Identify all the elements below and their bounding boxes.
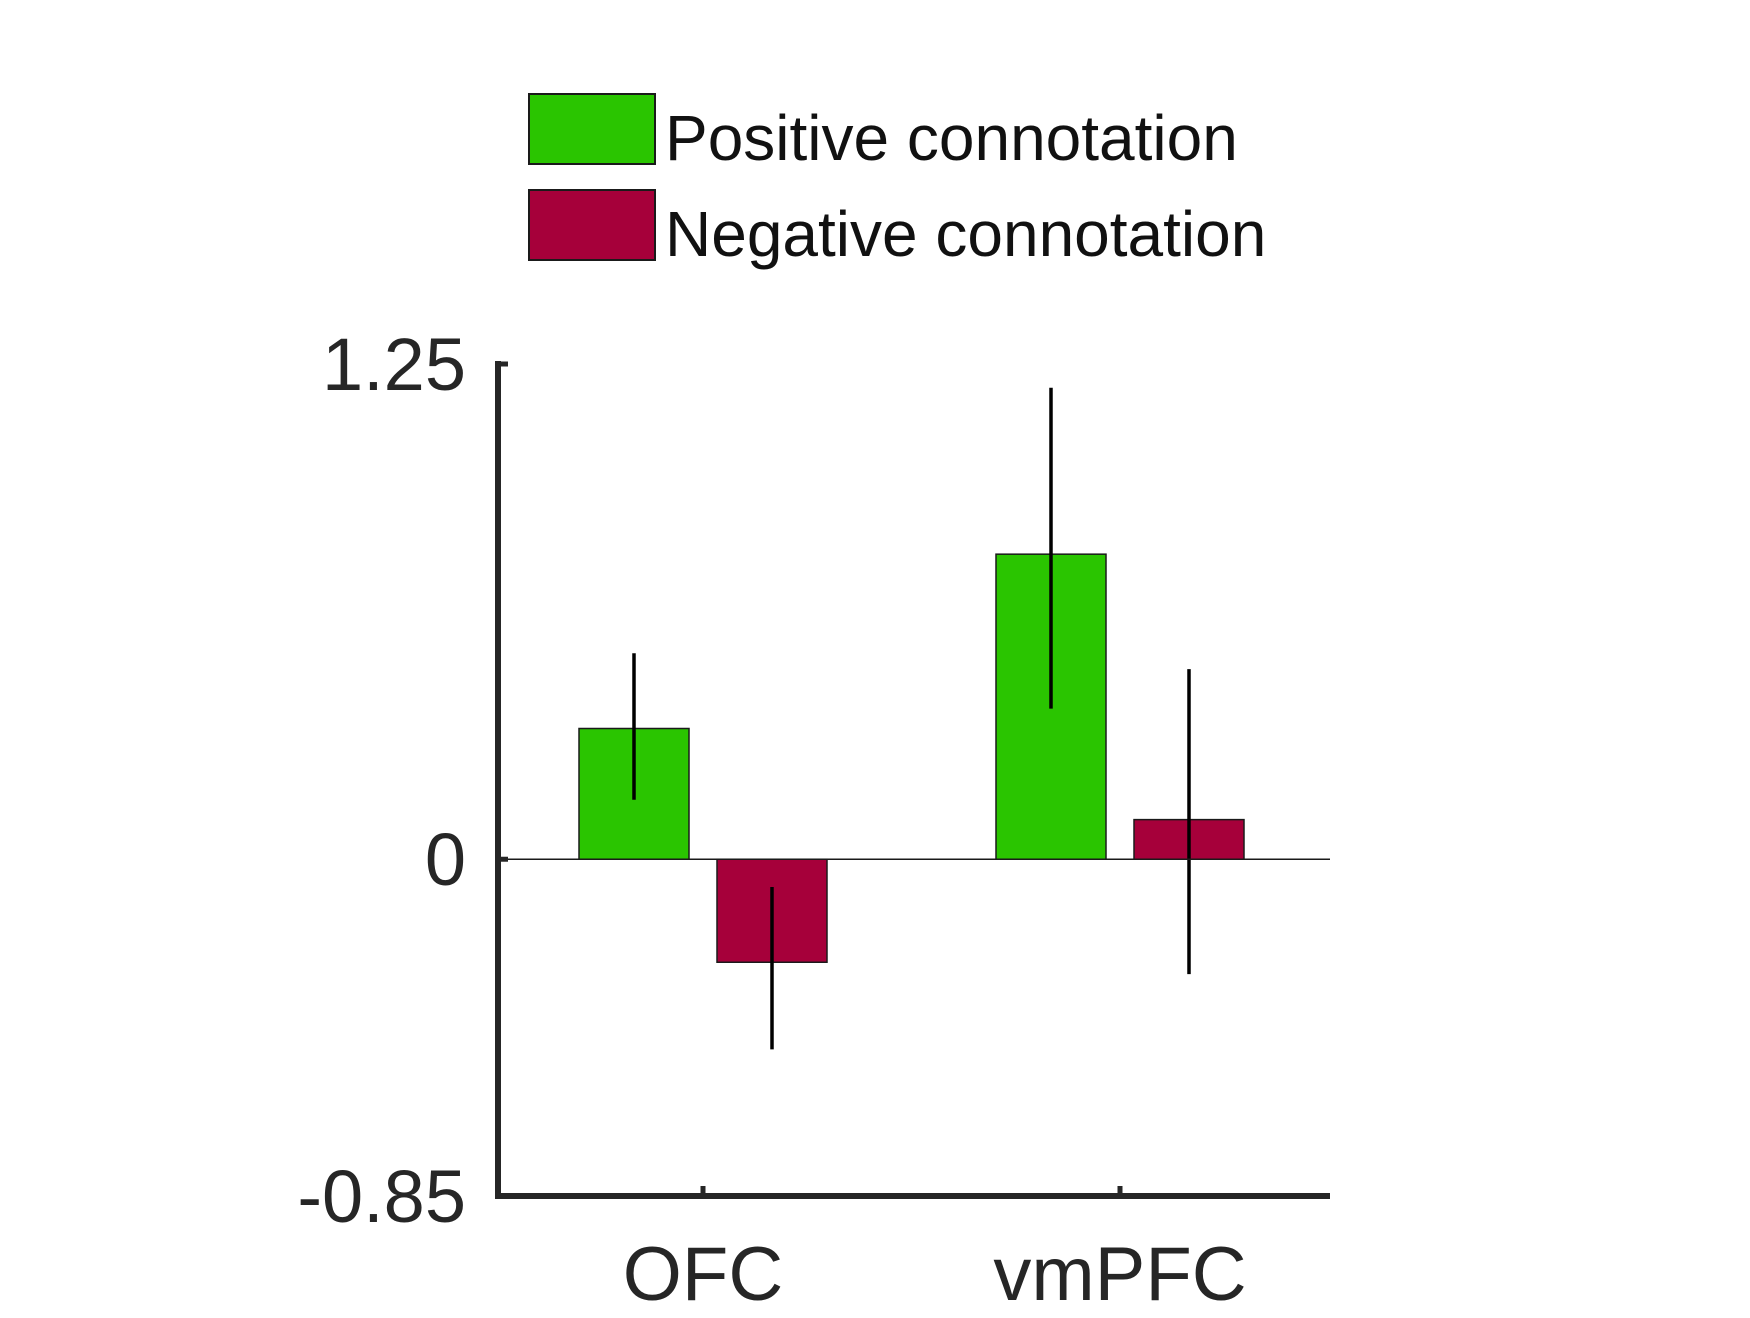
bars-group xyxy=(578,387,1245,1050)
legend-swatch-0 xyxy=(528,93,656,165)
labels-group: 1.25 0 -0.85 OFC vmPFC xyxy=(297,323,1246,1317)
y-tick-label-2: -0.85 xyxy=(297,1155,466,1238)
legend: Positive connotation Negative connotation xyxy=(528,93,1266,270)
y-tick-label-0: 1.25 xyxy=(322,323,466,406)
category-label-0: OFC xyxy=(623,1232,783,1313)
legend-label-0: Positive connotation xyxy=(665,102,1238,174)
category-label-1: vmPFC xyxy=(993,1232,1246,1313)
legend-swatch-1 xyxy=(528,189,656,261)
axes-group xyxy=(495,361,1330,1199)
y-tick-label-1: 0 xyxy=(425,818,466,901)
legend-label-1: Negative connotation xyxy=(665,198,1266,270)
